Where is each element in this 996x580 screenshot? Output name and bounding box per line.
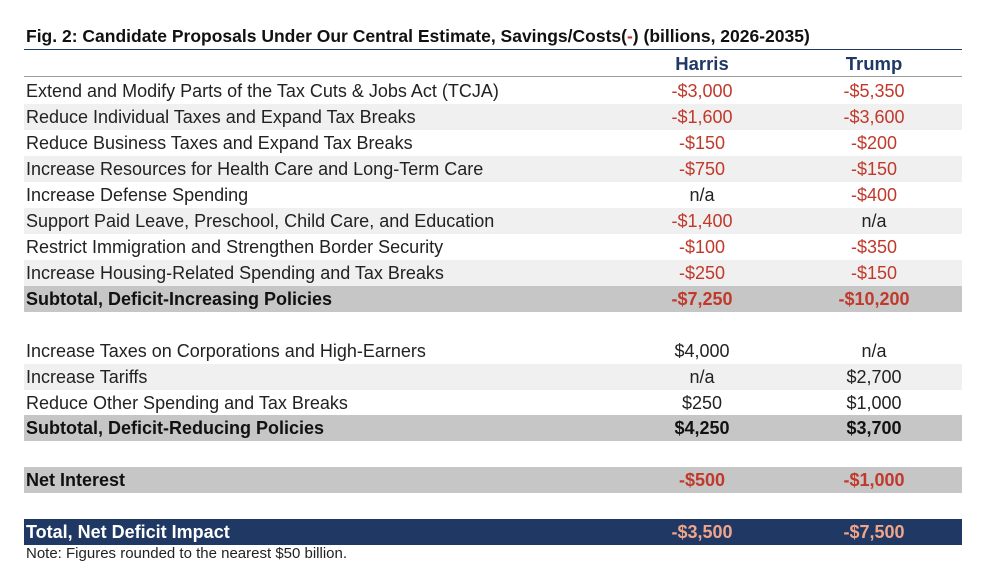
trump-value: -$10,200 — [838, 289, 910, 309]
title-divider — [24, 49, 962, 50]
row-label: Increase Defense Spending — [26, 185, 249, 205]
harris-value: -$150 — [678, 133, 726, 153]
table-row: Support Paid Leave, Preschool, Child Car… — [24, 208, 962, 234]
subtotal-row-increasing: Subtotal, Deficit-Increasing Policies -$… — [24, 286, 962, 312]
column-header-harris: Harris — [675, 53, 729, 74]
harris-value: -$3,000 — [671, 81, 733, 101]
table-row: Increase Defense Spending n/a -$400 — [24, 182, 962, 208]
trump-value: -$5,350 — [843, 81, 905, 101]
harris-value: $4,250 — [674, 418, 730, 438]
trump-value: -$150 — [850, 159, 898, 179]
table-row: Restrict Immigration and Strengthen Bord… — [24, 234, 962, 260]
harris-value: $4,000 — [674, 341, 730, 361]
harris-value: -$500 — [678, 470, 726, 490]
title-text-end: ) (billions, 2026-2035) — [632, 26, 810, 46]
subtotal-row-reducing: Subtotal, Deficit-Reducing Policies $4,2… — [24, 415, 962, 441]
harris-value: -$3,500 — [671, 522, 733, 542]
harris-value: -$1,400 — [671, 211, 733, 231]
total-row: Total, Net Deficit Impact -$3,500 -$7,50… — [24, 519, 962, 545]
table-row: Extend and Modify Parts of the Tax Cuts … — [24, 78, 962, 104]
row-label: Reduce Business Taxes and Expand Tax Bre… — [26, 133, 413, 153]
trump-value: -$200 — [850, 133, 898, 153]
trump-value: -$150 — [850, 263, 898, 283]
table-row: Reduce Individual Taxes and Expand Tax B… — [24, 104, 962, 130]
harris-value: -$1,600 — [671, 107, 733, 127]
net-interest-row: Net Interest -$500 -$1,000 — [24, 467, 962, 493]
row-label: Increase Resources for Health Care and L… — [26, 159, 484, 179]
row-label: Increase Taxes on Corporations and High-… — [26, 341, 426, 361]
trump-value: -$1,000 — [843, 470, 905, 490]
table-row: Increase Resources for Health Care and L… — [24, 156, 962, 182]
harris-value: $250 — [681, 393, 723, 413]
table-row: Increase Tariffs n/a $2,700 — [24, 364, 962, 390]
harris-value: -$750 — [678, 159, 726, 179]
trump-value: -$7,500 — [843, 522, 905, 542]
harris-value: n/a — [689, 185, 715, 205]
table-row: Reduce Other Spending and Tax Breaks $25… — [24, 390, 962, 416]
header-divider — [24, 76, 962, 77]
row-label: Reduce Other Spending and Tax Breaks — [26, 393, 348, 413]
row-label: Total, Net Deficit Impact — [26, 522, 230, 542]
trump-value: $2,700 — [846, 367, 902, 387]
row-label: Restrict Immigration and Strengthen Bord… — [26, 237, 444, 257]
harris-value: n/a — [689, 367, 715, 387]
row-label: Subtotal, Deficit-Reducing Policies — [26, 418, 325, 438]
row-label: Increase Housing-Related Spending and Ta… — [26, 263, 444, 283]
row-label: Net Interest — [26, 470, 126, 490]
trump-value: -$3,600 — [843, 107, 905, 127]
column-header-trump: Trump — [845, 53, 903, 74]
row-label: Reduce Individual Taxes and Expand Tax B… — [26, 107, 416, 127]
harris-value: -$7,250 — [671, 289, 733, 309]
title-minus-sign: - — [626, 26, 633, 46]
table-row: Increase Housing-Related Spending and Ta… — [24, 260, 962, 286]
harris-value: -$250 — [678, 263, 726, 283]
trump-value: n/a — [861, 211, 887, 231]
row-label: Increase Tariffs — [26, 367, 148, 387]
table-row: Increase Taxes on Corporations and High-… — [24, 338, 962, 364]
row-label: Support Paid Leave, Preschool, Child Car… — [26, 211, 495, 231]
trump-value: n/a — [861, 341, 887, 361]
title-text-start: Fig. 2: Candidate Proposals Under Our Ce… — [26, 26, 627, 46]
harris-value: -$100 — [678, 237, 726, 257]
table-row: Reduce Business Taxes and Expand Tax Bre… — [24, 130, 962, 156]
trump-value: -$350 — [850, 237, 898, 257]
footnote: Note: Figures rounded to the nearest $50… — [26, 545, 348, 562]
row-label: Subtotal, Deficit-Increasing Policies — [26, 289, 333, 309]
row-label: Extend and Modify Parts of the Tax Cuts … — [26, 81, 499, 101]
trump-value: -$400 — [850, 185, 898, 205]
trump-value: $3,700 — [846, 418, 902, 438]
trump-value: $1,000 — [846, 393, 902, 413]
figure-title: Fig. 2: Candidate Proposals Under Our Ce… — [26, 26, 810, 47]
